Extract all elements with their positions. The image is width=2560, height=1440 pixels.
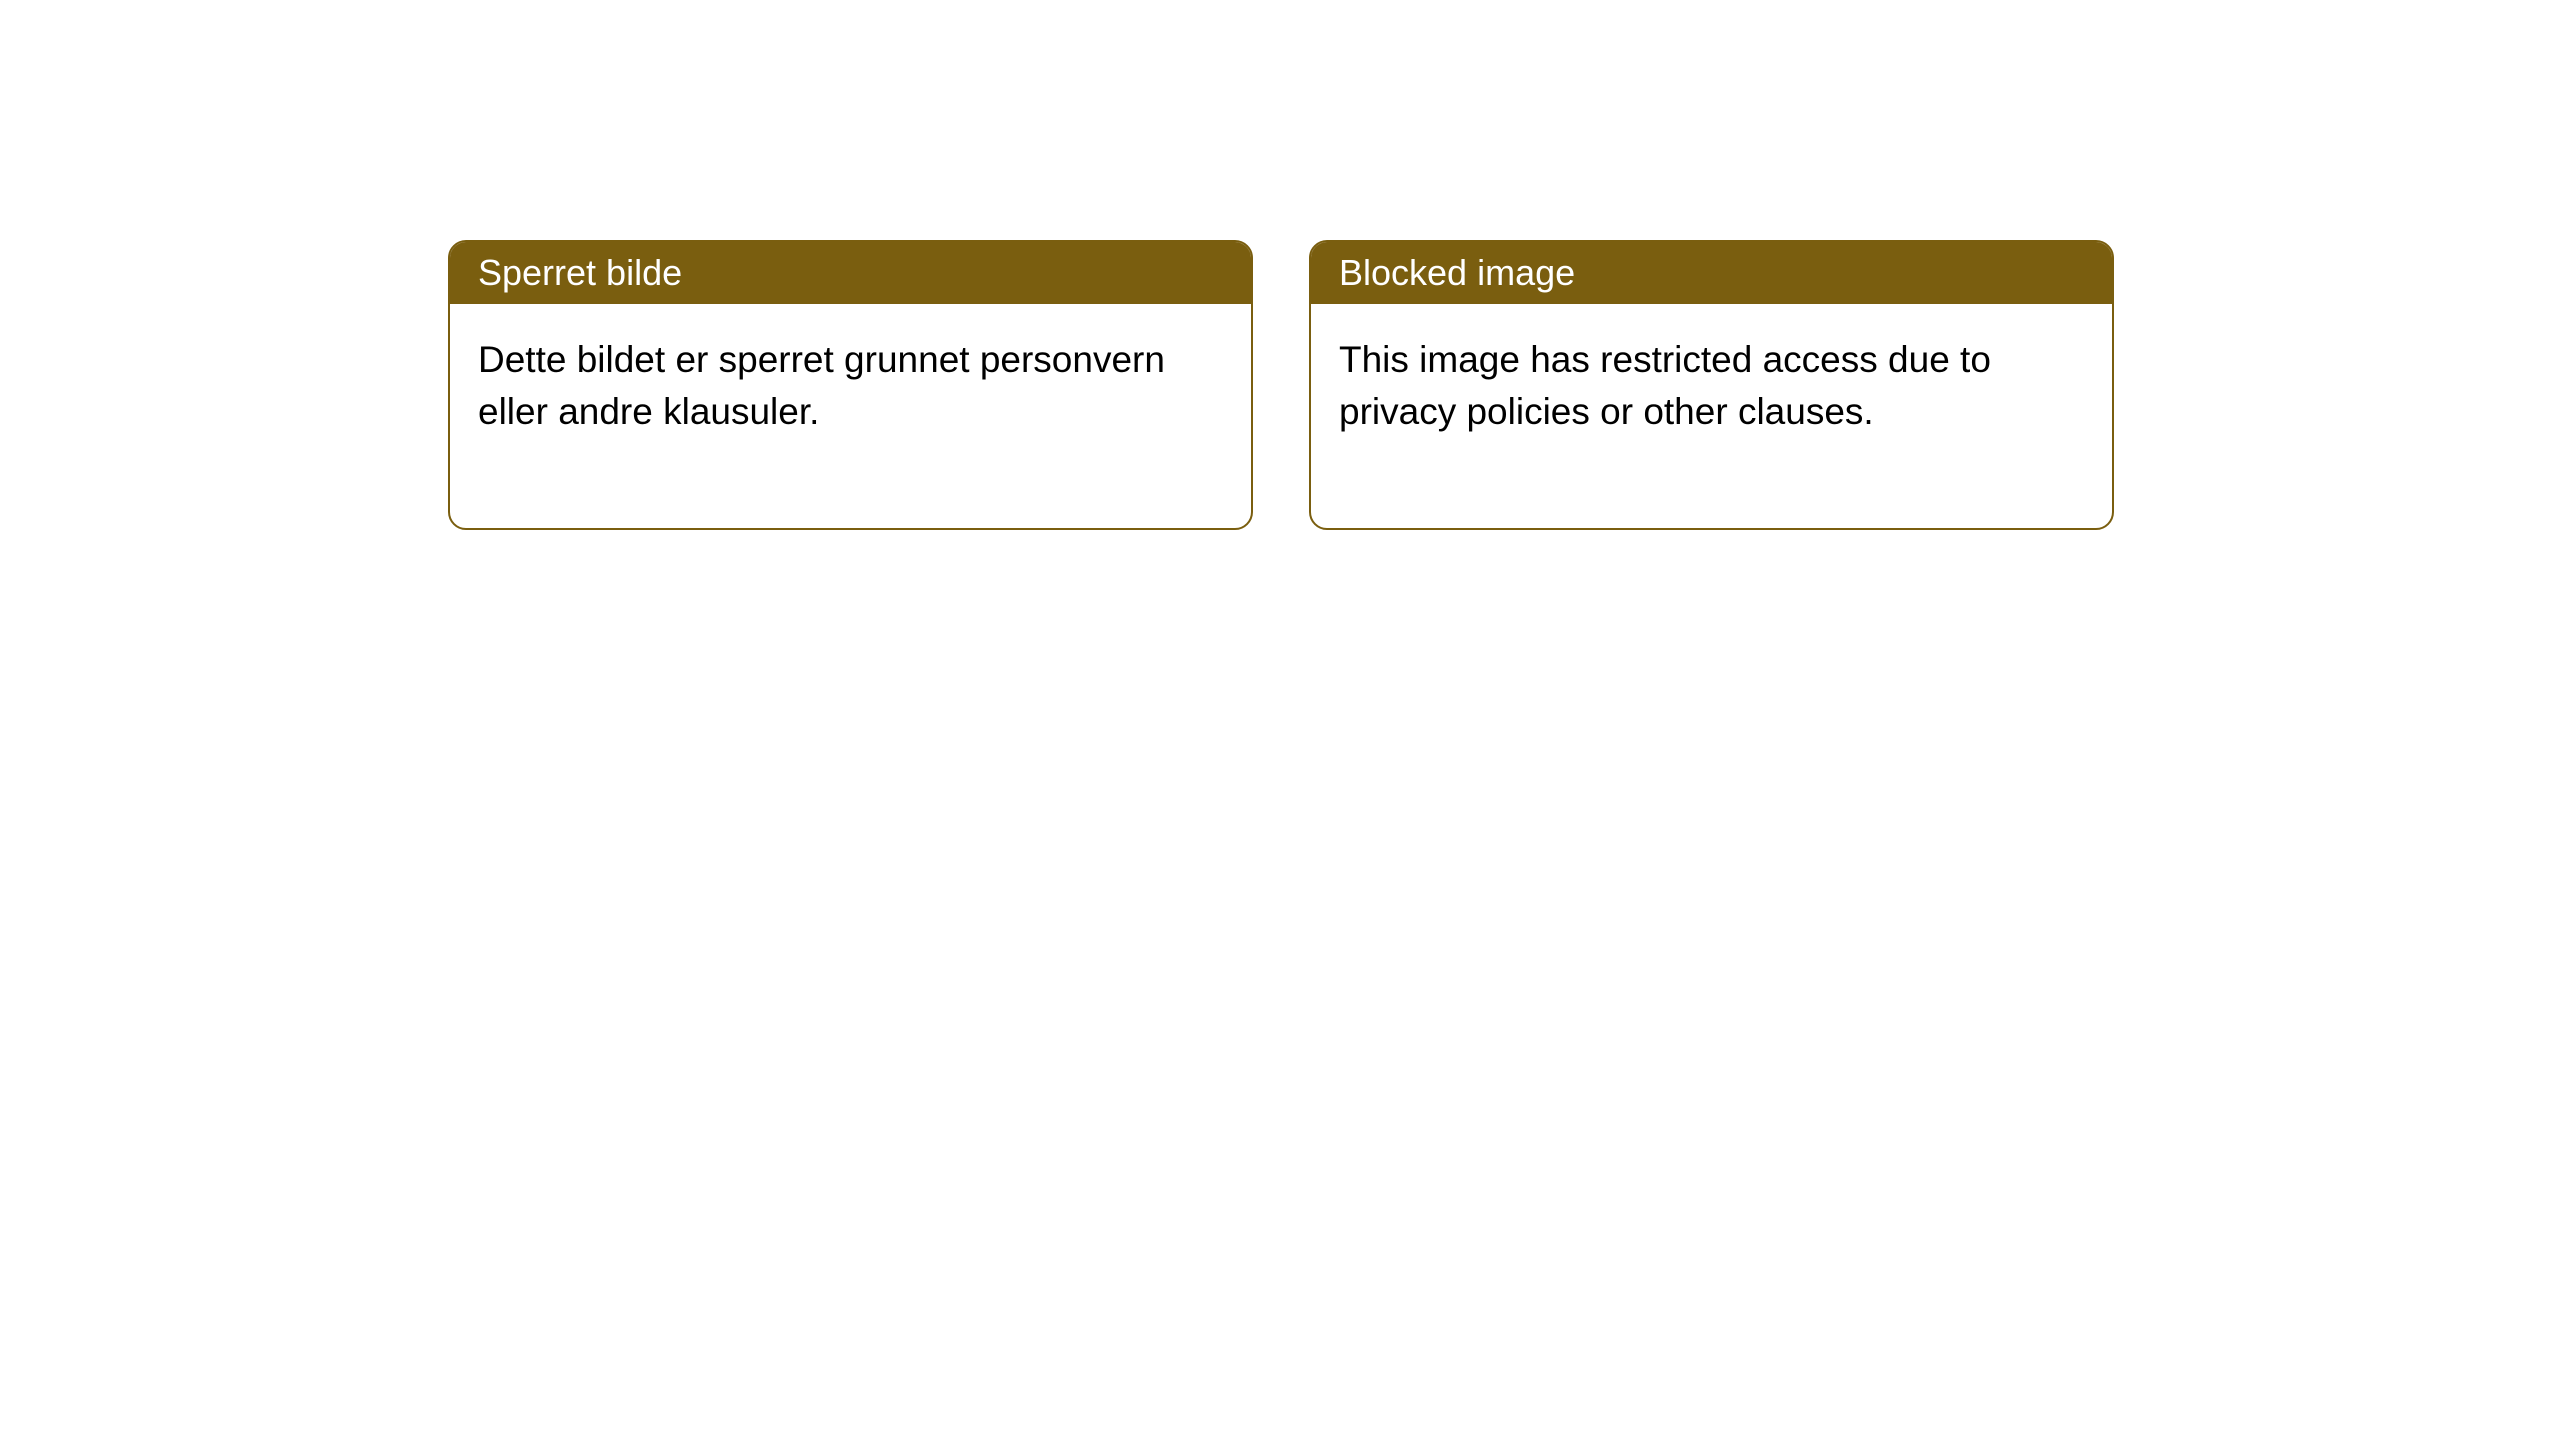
notice-header-text: Sperret bilde (478, 252, 682, 293)
notice-header: Blocked image (1311, 242, 2112, 304)
notice-body: Dette bildet er sperret grunnet personve… (450, 304, 1251, 528)
notice-header: Sperret bilde (450, 242, 1251, 304)
notices-container: Sperret bilde Dette bildet er sperret gr… (448, 240, 2114, 530)
notice-body: This image has restricted access due to … (1311, 304, 2112, 528)
notice-body-text: This image has restricted access due to … (1339, 339, 1991, 432)
notice-box-english: Blocked image This image has restricted … (1309, 240, 2114, 530)
notice-box-norwegian: Sperret bilde Dette bildet er sperret gr… (448, 240, 1253, 530)
notice-header-text: Blocked image (1339, 252, 1575, 293)
notice-body-text: Dette bildet er sperret grunnet personve… (478, 339, 1165, 432)
